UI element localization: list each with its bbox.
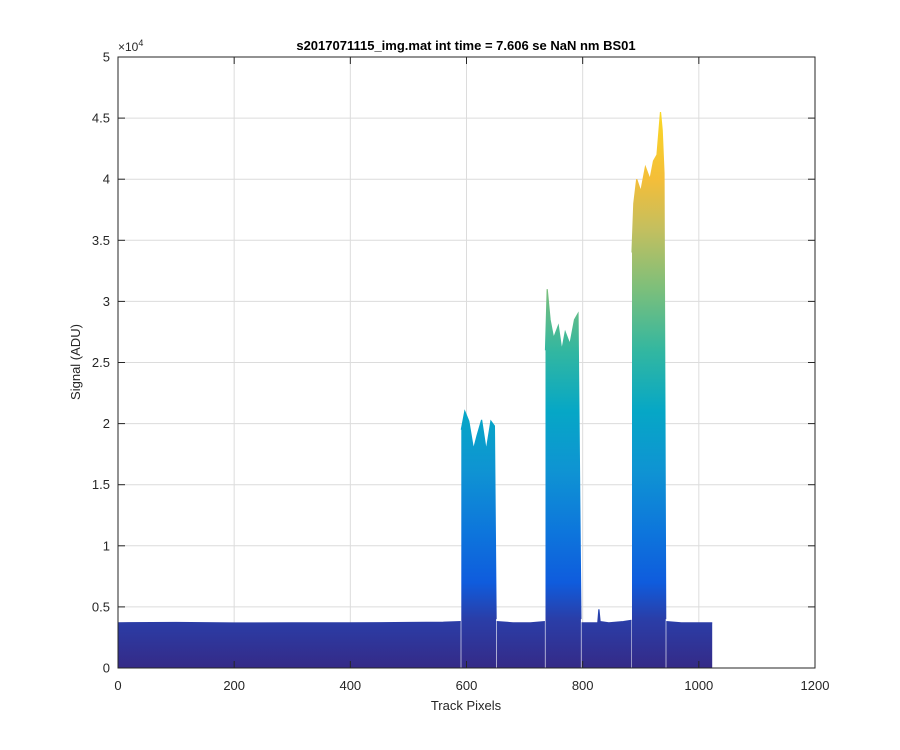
signal-area-5 <box>632 112 666 668</box>
y-tick-label: 3.5 <box>92 233 110 248</box>
signal-area-4 <box>581 609 632 668</box>
chart-title: s2017071115_img.mat int time = 7.606 se … <box>296 38 635 53</box>
y-tick-label: 3 <box>103 294 110 309</box>
y-tick-label: 2 <box>103 416 110 431</box>
x-axis-label: Track Pixels <box>431 698 502 713</box>
x-tick-label: 200 <box>223 678 245 693</box>
x-tick-label: 400 <box>339 678 361 693</box>
signal-area-2 <box>496 621 545 668</box>
y-tick-label: 4.5 <box>92 111 110 126</box>
x-tick-label: 1200 <box>801 678 830 693</box>
x-tick-label: 0 <box>114 678 121 693</box>
series-layer <box>117 111 713 668</box>
y-tick-label: 2.5 <box>92 355 110 370</box>
y-tick-label: 0.5 <box>92 599 110 614</box>
y-tick-label: 1.5 <box>92 477 110 492</box>
x-tick-label: 1000 <box>684 678 713 693</box>
x-tick-label: 600 <box>456 678 478 693</box>
axes <box>117 56 816 669</box>
signal-area-0 <box>118 621 461 668</box>
y-tick-label: 1 <box>103 538 110 553</box>
signal-line-1 <box>460 409 497 620</box>
signal-line-6 <box>666 621 713 624</box>
y-tick-label: 5 <box>103 50 110 65</box>
signal-line-2 <box>496 621 545 624</box>
y-tick-label: 0 <box>103 661 110 676</box>
y-exponent-label: ×104 <box>118 38 143 54</box>
signal-line-3 <box>544 289 582 620</box>
tick-labels: 0 200 400 600 800 1000 1200 0 0.5 1 1.5 2 2.5 3 3.5 4 4.… <box>92 50 830 694</box>
y-axis-label: Signal (ADU) <box>68 324 83 400</box>
signal-line-5 <box>631 111 667 620</box>
signal-line-4 <box>581 609 632 624</box>
signal-area-3 <box>545 289 581 668</box>
signal-area-6 <box>666 621 713 668</box>
signal-area-1 <box>461 411 497 668</box>
signal-line-0 <box>117 621 461 624</box>
x-tick-label: 800 <box>572 678 594 693</box>
y-tick-label: 4 <box>103 172 110 187</box>
